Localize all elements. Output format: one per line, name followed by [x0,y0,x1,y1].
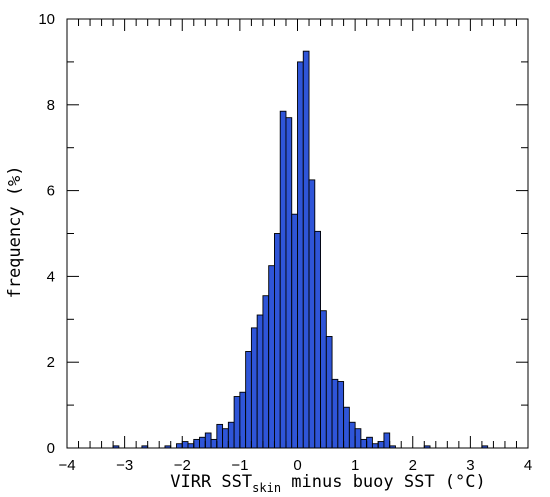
histogram-bar [337,381,345,449]
histogram-bar [354,428,362,449]
histogram-bar [297,61,304,449]
histogram-bar [308,179,316,449]
histogram-bar [176,443,183,449]
histogram-bar [383,432,391,449]
y-tick-label: 6 [47,183,55,200]
histogram-bar [348,421,356,449]
y-tick-label: 2 [47,354,55,371]
histogram-bar [227,421,235,449]
histogram-bar [268,265,275,449]
x-tick-label: 3 [466,457,474,474]
y-tick-labels: 0 2 4 6 8 10 [38,11,55,457]
y-axis-title: frequency (%) [5,165,25,298]
x-tick-label: 4 [524,457,532,474]
histogram-bars [112,50,489,449]
histogram-bar [204,432,212,449]
histogram-bar [199,436,206,449]
histogram-bar [331,378,339,449]
histogram-bar [371,443,379,449]
histogram-bar [210,438,218,449]
x-tick-label: 0 [293,457,301,474]
histogram-bar [262,295,270,449]
x-tick-labels: −4 −3 −2 −1 0 1 2 3 4 [58,457,532,474]
histogram-bar [377,441,385,449]
histogram-bar [193,438,200,449]
histogram-bar [239,391,247,449]
x-tick-label: −2 [174,457,191,474]
histogram-bar [274,233,281,449]
y-tick-label: 4 [47,268,55,285]
x-tick-label: −3 [116,457,133,474]
x-axis-title-prefix: VIRR SST [170,472,252,492]
histogram-bar [181,441,189,449]
y-tick-label: 0 [47,440,55,457]
x-axis-title-suffix: minus buoy SST (°C) [281,472,486,492]
x-axis-title: VIRR SSTskin minus buoy SST (°C) [170,472,486,495]
plot-frame [66,18,529,449]
histogram-bar [187,443,195,449]
x-tick-label: −1 [231,457,248,474]
histogram-bar [291,213,298,449]
histogram-bar [360,438,368,449]
histogram-bar [256,314,264,449]
x-tick-label: 2 [409,457,417,474]
histogram-bar [343,406,350,449]
x-axis-title-subscript: skin [252,481,281,495]
histogram-bar [366,436,373,449]
histogram-bar [222,428,229,449]
histogram-bar [314,230,322,449]
y-tick-label: 8 [47,97,55,114]
histogram-bar [216,423,224,449]
histogram-bar [285,117,293,449]
histogram-bar [325,336,333,449]
x-tick-label: 1 [351,457,359,474]
histogram-bar [279,110,287,449]
histogram-bar [250,327,258,449]
y-tick-label: 10 [38,11,55,28]
histogram-bar [320,310,327,449]
x-tick-label: −4 [58,457,75,474]
histogram-bar [302,50,310,449]
histogram-bar [233,396,241,449]
histogram-bar [245,351,252,449]
